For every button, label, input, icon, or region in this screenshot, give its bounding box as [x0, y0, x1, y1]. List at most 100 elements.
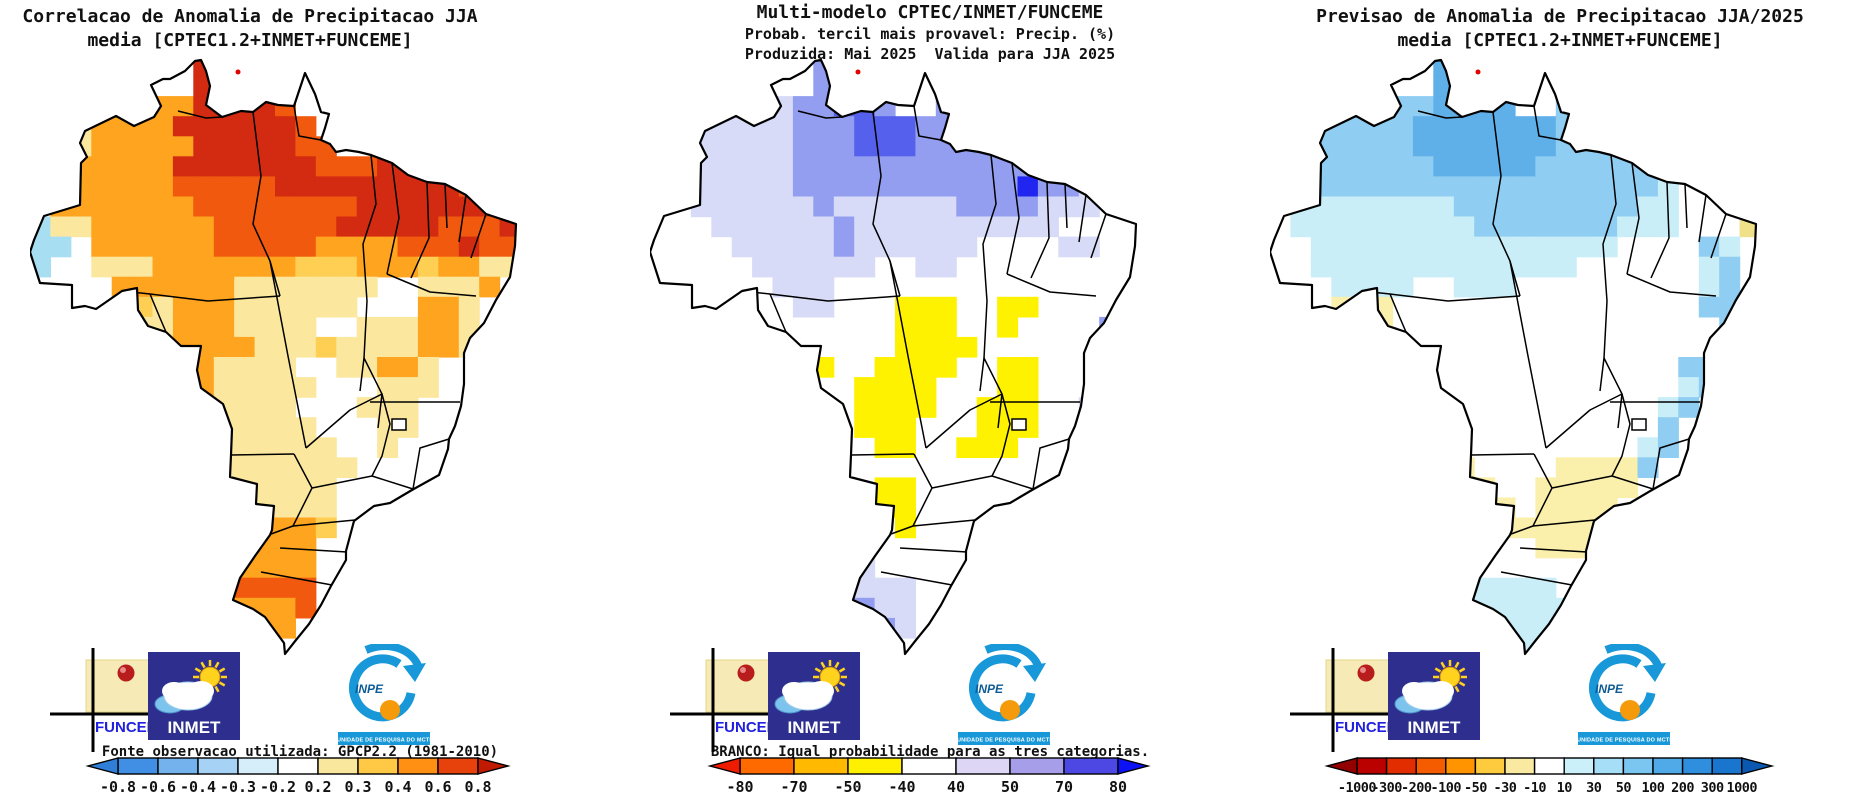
inpe-banner [338, 732, 430, 745]
location-marker-dot [235, 69, 241, 75]
brazil-map-probability [650, 58, 1138, 656]
colorbar-probability: -80 -70 -50 -40 40 50 70 80 [707, 757, 1151, 796]
inpe-logo-label: INPE [1595, 682, 1624, 696]
colorbar-right-arrow [1117, 757, 1151, 775]
inpe-logo-label: INPE [975, 682, 1004, 696]
colorbar-tick-label: 50 [1001, 778, 1019, 796]
state-borders [1361, 105, 1727, 586]
funceme-ball-icon [737, 664, 755, 682]
colorbar-tick-label: 300 [1701, 780, 1724, 796]
colorbar-tick-label: 100 [1642, 780, 1665, 796]
inpe-banner-label: UNIDADE DE PESQUISA DO MCTI [1577, 738, 1671, 744]
distrito-federal-box [1631, 418, 1647, 431]
inpe-arrow-icon [403, 663, 426, 682]
colorbar-tick-label: -200 [1401, 780, 1432, 796]
distrito-federal-box [1011, 418, 1027, 431]
colorbar-tick-label: 70 [1055, 778, 1073, 796]
inmet-logo-label: INMET [1408, 718, 1462, 737]
colorbar-note: BRANCO: Igual probabilidade para as tres… [710, 744, 1150, 760]
colorbar-tick-label: -0.8 [100, 778, 136, 796]
map-title-block: Previsao de Anomalia de Precipitacao JJA… [1305, 4, 1815, 53]
inpe-banner [1578, 732, 1670, 745]
colorbar-tick-label: -80 [726, 778, 753, 796]
inmet-logo: INMET [1388, 652, 1480, 740]
colorbar-tick-label: 200 [1671, 780, 1694, 796]
state-borders [741, 105, 1107, 586]
distrito-federal-box [391, 418, 407, 431]
colorbar-note: Fonte observacao utilizada: GPCP2.2 (198… [101, 744, 499, 760]
map-title-line3: Produzida: Mai 2025 Valida para JJA 2025 [744, 45, 1116, 63]
colorbar-tick-label: 50 [1616, 780, 1632, 796]
colorbar-tick-label: 30 [1586, 780, 1602, 796]
colorbar-tick-label: -300 [1371, 780, 1402, 796]
map-title-line2: Probab. tercil mais provavel: Precip. (%… [744, 25, 1116, 43]
colorbar-tick-label: 1000 [1727, 780, 1758, 796]
colorbar-tick-label: -30 [1494, 780, 1517, 796]
inpe-arrow-icon [1643, 663, 1666, 682]
colorbar-tick-label: 0.2 [304, 778, 331, 796]
colorbar-tick-label: -1000 [1338, 780, 1377, 796]
colorbar-tick-label: 40 [947, 778, 965, 796]
colorbar-right-arrow [1741, 757, 1775, 775]
colorbar-tick-label: -100 [1431, 780, 1462, 796]
colorbar-right-arrow [477, 757, 511, 775]
inpe-orange-ball-icon [1620, 700, 1640, 720]
colorbar-tick-label: -0.6 [140, 778, 176, 796]
colorbar-tick-label: -40 [888, 778, 915, 796]
country-outline [1270, 58, 1758, 656]
inpe-logo: INPE UNIDADE DE PESQUISA DO MCTI [957, 644, 1051, 745]
inpe-orange-ball-icon [380, 700, 400, 720]
panel-forecast-map: Previsao de Anomalia de Precipitacao JJA… [1240, 0, 1860, 802]
colorbar-left-arrow [1324, 757, 1358, 775]
panel-correlation-map: Correlacao de Anomalia de Precipitacao J… [0, 0, 620, 802]
colorbar-left-arrow [85, 757, 119, 775]
colorbar-tick-label: -0.4 [180, 778, 216, 796]
brazil-map-correlation [30, 58, 518, 656]
colorbar-tick-label: -0.2 [260, 778, 296, 796]
inpe-logo: INPE UNIDADE DE PESQUISA DO MCTI [337, 644, 431, 745]
map-title-line1: Previsao de Anomalia de Precipitacao JJA… [1316, 6, 1804, 27]
inpe-orange-ball-icon [1000, 700, 1020, 720]
map-title-line2: media [CPTEC1.2+INMET+FUNCEME] [1397, 30, 1723, 51]
map-title-line1: Correlacao de Anomalia de Precipitacao J… [22, 6, 478, 27]
inpe-logo-label: INPE [355, 682, 384, 696]
colorbar-forecast: -1000-300 -200 -100 -50 -30 -10 10 30 50 100 200 30… [1324, 757, 1775, 796]
funceme-ball-icon [117, 664, 135, 682]
inpe-arrow-icon [1023, 663, 1046, 682]
map-title-block: Multi-modelo CPTEC/INMET/FUNCEME Probab.… [675, 2, 1185, 64]
colorbar-tick-label: -50 [1464, 780, 1487, 796]
colorbar-tick-label: 0.6 [424, 778, 451, 796]
colorbar-correlation: -0.8 -0.6 -0.4 -0.3 -0.2 0.2 0.3 0.4 0.6 0.8 [85, 757, 511, 796]
state-borders [121, 105, 487, 586]
inmet-logo: INMET [148, 652, 240, 740]
colorbar-tick-label: -0.3 [220, 778, 256, 796]
colorbar-left-arrow [707, 757, 741, 775]
colorbar-tick-label: 0.3 [344, 778, 371, 796]
colorbar-tick-label: -10 [1523, 780, 1546, 796]
colorbar-tick-label: 0.4 [384, 778, 411, 796]
inpe-banner [958, 732, 1050, 745]
colorbar-tick-label: 80 [1109, 778, 1127, 796]
inpe-banner-label: UNIDADE DE PESQUISA DO MCTI [337, 738, 431, 744]
location-marker-dot [855, 69, 861, 75]
colorbar-tick-label: -50 [834, 778, 861, 796]
colorbar-tick-label: -70 [780, 778, 807, 796]
inmet-logo-label: INMET [168, 718, 222, 737]
brazil-map-forecast [1270, 58, 1758, 656]
inpe-logo: INPE UNIDADE DE PESQUISA DO MCTI [1577, 644, 1671, 745]
colorbar-tick-label: 10 [1557, 780, 1573, 796]
country-outline [650, 58, 1138, 656]
inmet-logo: INMET [768, 652, 860, 740]
inmet-logo-label: INMET [788, 718, 842, 737]
location-marker-dot [1475, 69, 1481, 75]
map-title-line2: media [CPTEC1.2+INMET+FUNCEME] [87, 30, 413, 51]
panel-probability-map: Multi-modelo CPTEC/INMET/FUNCEME Probab.… [620, 0, 1240, 802]
map-title-block: Correlacao de Anomalia de Precipitacao J… [0, 4, 500, 53]
colorbar-tick-label: 0.8 [464, 778, 491, 796]
map-title-line1: Multi-modelo CPTEC/INMET/FUNCEME [756, 2, 1104, 23]
grid-cells-layer [30, 60, 516, 654]
funceme-ball-icon [1357, 664, 1375, 682]
inpe-banner-label: UNIDADE DE PESQUISA DO MCTI [957, 738, 1051, 744]
country-outline [30, 58, 518, 656]
